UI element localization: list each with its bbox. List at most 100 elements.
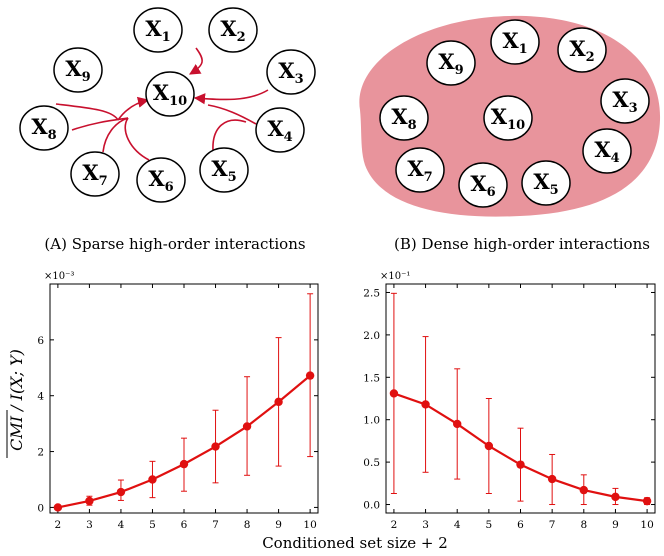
node-label: X8 [31,114,56,143]
node-x1: X1 [133,7,183,53]
data-point [148,475,157,484]
sparse-interactions-diagram: X1 X2 X3 X4 X5 X6 X7 X8 X9 X10 [19,7,316,203]
node-x8: X8 [19,105,69,151]
dense-interactions-diagram: X1 X2 X3 X4 X5 X6 X7 X8 X9 X10 [359,15,661,217]
node-label: X7 [82,160,107,189]
node-label: X9 [65,56,90,85]
interaction-arrow [102,117,129,153]
node-circle [582,128,632,174]
node-circle [458,162,508,208]
node-x8: X8 [379,95,429,141]
x-tick-label: 4 [118,519,125,531]
node-label: X3 [278,58,303,87]
node-label: X1 [502,28,527,57]
y-tick-label: 1.0 [363,415,380,427]
node-x2: X2 [557,27,607,73]
node-x2: X2 [208,7,258,53]
x-tick-label: 8 [244,519,251,531]
node-label: X4 [594,137,619,166]
node-circle [483,95,533,141]
axis-exponent: ×10⁻³ [44,271,74,282]
node-label: X10 [491,104,525,133]
y-tick-label: 6 [37,335,44,347]
data-point [179,459,189,469]
variable-nodes: X1 X2 X3 X4 X5 X6 X7 X8 X9 X10 [379,19,650,208]
x-tick-label: 5 [149,519,156,531]
interaction-arrow [207,104,257,125]
node-x1: X1 [490,19,540,65]
x-tick-label: 10 [303,519,316,531]
x-tick-label: 6 [517,519,524,531]
node-label: X1 [145,16,170,45]
node-circle [426,40,476,86]
data-point [85,496,94,506]
y-tick-label: 2 [37,447,44,459]
node-circle [395,147,445,193]
interaction-arrow [189,47,203,75]
node-circle [19,105,69,151]
node-circle [521,160,571,206]
y-tick-label: 0 [37,502,44,514]
x-tick-label: 7 [212,519,219,531]
caption-b: (B) Dense high-order interactions [394,235,650,253]
y-axis-label: CMI / I(X; Y) [7,349,26,451]
node-circle [379,95,429,141]
node-label: X7 [407,156,432,185]
interaction-arrow [71,117,129,131]
node-circle [199,147,249,193]
node-label: X5 [533,169,558,198]
node-circle [133,7,183,53]
node-circle [136,157,186,203]
data-point [453,419,462,429]
data-point [242,422,252,431]
y-tick-label: 1.5 [363,372,380,384]
node-x10: X10 [483,95,533,141]
y-tick-label: 4 [37,391,44,403]
node-x3: X3 [600,78,650,124]
node-label: X6 [470,171,495,200]
y-tick-label: 0.5 [363,457,380,469]
node-x9: X9 [53,47,103,93]
data-point [305,371,315,380]
node-circle [145,71,195,117]
x-tick-label: 7 [549,519,556,531]
node-x3: X3 [266,49,316,95]
node-x10: X10 [145,71,195,117]
node-x5: X5 [521,160,571,206]
data-point [421,400,430,409]
y-axis-label-group: CMI / I(X; Y) [6,349,26,458]
data-point [547,474,557,484]
node-x4: X4 [255,107,305,153]
node-label: X6 [148,166,173,195]
data-point [516,460,525,469]
interaction-arrow [55,103,119,121]
node-label: X4 [267,116,292,145]
node-circle [53,47,103,93]
caption-a: (A) Sparse high-order interactions [44,235,305,253]
x-tick-label: 3 [86,519,93,531]
x-axis-label: Conditioned set size + 2 [262,534,448,552]
data-point [389,389,399,398]
node-label: X10 [153,80,187,109]
interaction-arrow [117,96,150,121]
node-x9: X9 [426,40,476,86]
node-label: X5 [211,156,236,185]
variable-nodes: X1 X2 X3 X4 X5 X6 X7 X8 X9 X10 [19,7,316,203]
data-point [211,442,220,451]
node-label: X3 [612,87,637,116]
x-tick-label: 2 [391,519,398,531]
node-label: X2 [220,16,245,45]
x-tick-label: 5 [486,519,493,531]
node-circle [70,151,120,197]
axis-exponent: ×10⁻¹ [380,271,410,282]
x-tick-label: 10 [640,519,653,531]
x-tick-label: 2 [55,519,62,531]
node-circle [557,27,607,73]
node-x6: X6 [458,162,508,208]
node-x5: X5 [199,147,249,193]
node-circle [255,107,305,153]
node-x7: X7 [70,151,120,197]
data-point [274,397,283,407]
interaction-arrow [212,119,247,151]
